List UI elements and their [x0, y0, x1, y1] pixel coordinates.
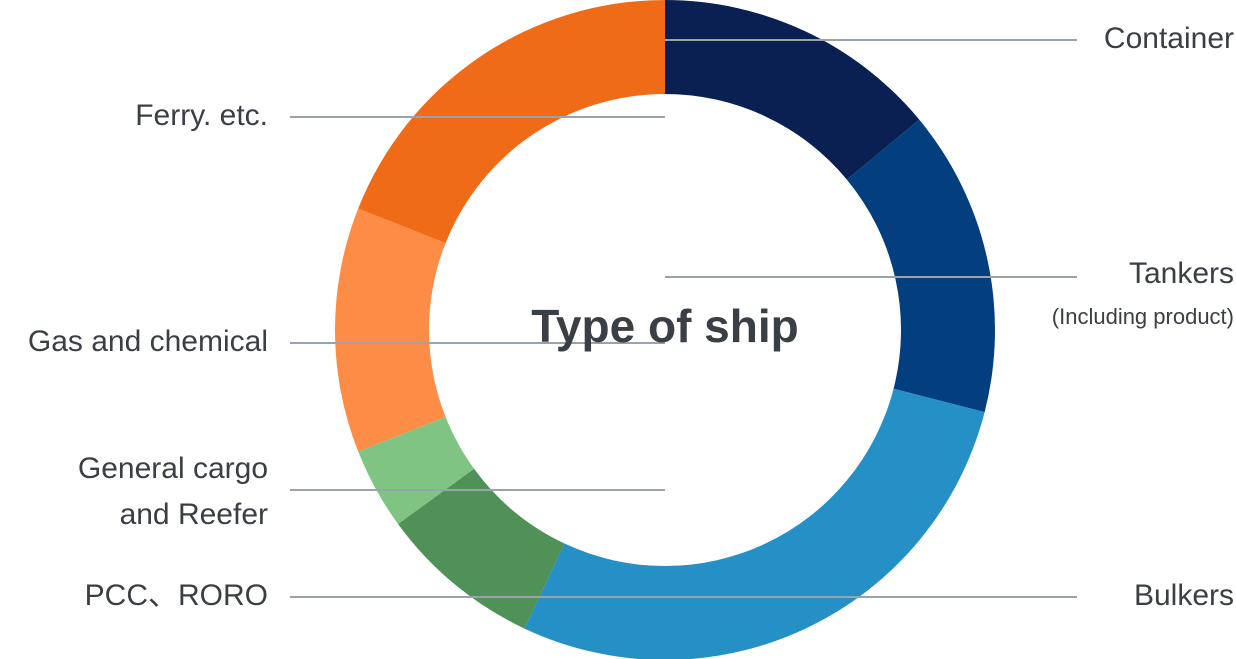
- category-label: General cargo and Reefer: [78, 452, 268, 531]
- donut-segment: [398, 468, 565, 629]
- category-label: Container: [1104, 22, 1234, 55]
- category-label: PCC、RORO: [85, 579, 268, 612]
- donut-segment: [358, 416, 475, 524]
- category-note: (Including product): [1052, 304, 1234, 329]
- donut-segment: [524, 388, 985, 659]
- donut-segment: [358, 0, 665, 244]
- category-label: Gas and chemical: [28, 325, 268, 358]
- category-label: Tankers: [1129, 257, 1234, 290]
- donut-segment: [846, 119, 995, 413]
- category-label: Ferry. etc.: [135, 99, 268, 132]
- category-label: Bulkers: [1134, 579, 1234, 612]
- chart-title: Type of ship: [531, 300, 799, 352]
- donut-segment: [665, 0, 920, 180]
- donut-segment: [335, 208, 446, 452]
